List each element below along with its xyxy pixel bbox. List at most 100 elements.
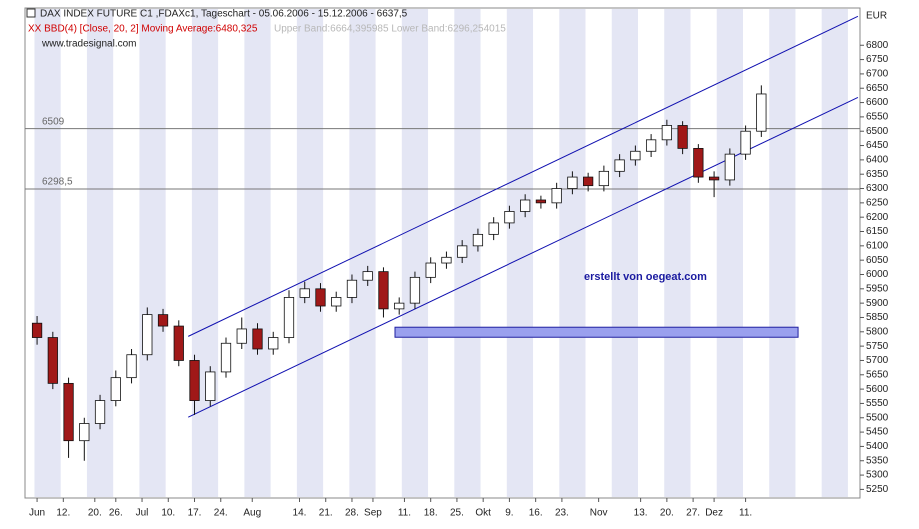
source: www.tradesignal.com — [41, 39, 136, 50]
candle-body — [252, 328, 263, 350]
stripe — [821, 9, 848, 497]
candle-body — [645, 139, 657, 152]
y-tick-label: 6250 — [866, 197, 889, 208]
candle-body — [535, 199, 547, 204]
reference-label: 6298,5 — [42, 177, 73, 188]
candle-body — [756, 93, 767, 132]
stripe — [191, 9, 219, 497]
y-tick-label: 6200 — [866, 212, 889, 223]
x-tick-label: 21. — [319, 508, 333, 519]
candle-body — [567, 176, 578, 189]
x-tick-label: 17. — [188, 508, 202, 519]
y-tick-label: 5400 — [866, 441, 889, 452]
chart-title: DAX INDEX FUTURE C1 ,FDAXc1, Tageschart … — [40, 9, 408, 20]
x-tick-label: 24. — [214, 508, 228, 519]
y-tick-label: 5750 — [866, 341, 889, 352]
channel-line — [188, 15, 859, 337]
x-tick-label: 11. — [739, 508, 752, 519]
candle-body — [47, 337, 58, 384]
y-tick-label: 5650 — [866, 369, 889, 380]
candle-body — [504, 211, 515, 224]
y-tick-label: 5850 — [866, 312, 889, 323]
week-stripes — [34, 9, 848, 497]
candle-body — [63, 382, 74, 442]
y-tick-label: 6100 — [866, 240, 889, 251]
candle-body — [79, 423, 90, 442]
stripe — [244, 9, 271, 497]
candle-body — [457, 245, 468, 258]
y-tick-label: 5950 — [866, 283, 889, 294]
candle-body — [205, 371, 216, 401]
candle-body — [394, 302, 405, 310]
x-tick-label: Jun — [29, 508, 45, 519]
stripe — [296, 9, 324, 497]
x-tick-label: Nov — [590, 508, 608, 519]
y-tick-label: 6550 — [866, 112, 889, 123]
candle-body — [315, 288, 326, 307]
candle-body — [472, 233, 484, 247]
candle-body — [708, 176, 720, 181]
y-tick-label: 5300 — [866, 470, 889, 481]
candle-body — [236, 328, 247, 344]
candle-body — [331, 297, 342, 307]
stripe — [716, 9, 743, 497]
y-tick-label: 6000 — [866, 269, 889, 280]
x-tick-label: 25. — [450, 508, 464, 519]
x-tick-label: 20. — [660, 508, 674, 519]
x-tick-label: Sep — [364, 508, 382, 519]
y-unit: EUR — [866, 11, 887, 22]
stripe — [769, 9, 796, 497]
candle-body — [220, 342, 232, 373]
y-tick-label: 6600 — [866, 97, 889, 108]
candle-body — [693, 148, 704, 178]
marks: 5250 5300 5350 5400 5450 5500 5550 5600 5650 5700… — [25, 15, 889, 519]
candle-body — [425, 262, 436, 278]
candle-body — [268, 337, 279, 350]
y-tick-label: 6400 — [866, 155, 889, 166]
x-tick-label: Okt — [475, 508, 491, 519]
candle-body — [488, 222, 499, 235]
reference-label: 6509 — [42, 116, 65, 127]
y-tick-label: 6350 — [866, 169, 889, 180]
y-tick-label: 5250 — [866, 484, 889, 495]
x-tick-label: 9. — [505, 508, 513, 519]
x-tick-label: 26. — [109, 508, 123, 519]
candle-body — [378, 271, 389, 310]
x-tick-label: Aug — [243, 508, 261, 519]
candle-body — [583, 176, 594, 187]
x-tick-label: 14. — [293, 508, 307, 519]
y-tick-label: 6750 — [866, 54, 889, 65]
y-tick-label: 5600 — [866, 384, 889, 395]
indicator-bands: Upper Band:6664,395985 Lower Band:6296,2… — [274, 24, 506, 35]
x-tick-label: Jul — [136, 508, 149, 519]
stripe — [506, 9, 534, 497]
x-tick-label: 13. — [634, 508, 648, 519]
y-tick-label: 6450 — [866, 140, 889, 151]
y-tick-label: 5900 — [866, 298, 889, 309]
y-tick-label: 6300 — [866, 183, 889, 194]
y-tick-label: 6800 — [866, 40, 889, 51]
candle-body — [677, 125, 688, 149]
candle-body — [173, 325, 184, 361]
candle-body — [362, 271, 373, 281]
candle-body — [661, 125, 672, 141]
candle-body — [346, 279, 358, 298]
candle-body — [441, 256, 452, 264]
annotation: erstellt von oegeat.com — [584, 271, 707, 283]
candle-body — [110, 377, 121, 401]
y-tick-label: 6700 — [866, 69, 889, 80]
candle-body — [283, 297, 295, 338]
x-tick-label: 23. — [555, 508, 569, 519]
x-tick-label: 20. — [88, 508, 102, 519]
stripe — [611, 9, 638, 497]
stripe — [559, 9, 586, 497]
candle-body — [520, 199, 531, 212]
candle-body — [598, 170, 610, 187]
y-tick-label: 6150 — [866, 226, 889, 237]
stripe — [401, 9, 429, 497]
indicator: XX BBD(4) [Close, 20, 2] Moving Average:… — [28, 24, 258, 35]
stripe — [664, 9, 691, 497]
x-tick-label: 18. — [424, 508, 438, 519]
y-tick-label: 5350 — [866, 455, 889, 466]
